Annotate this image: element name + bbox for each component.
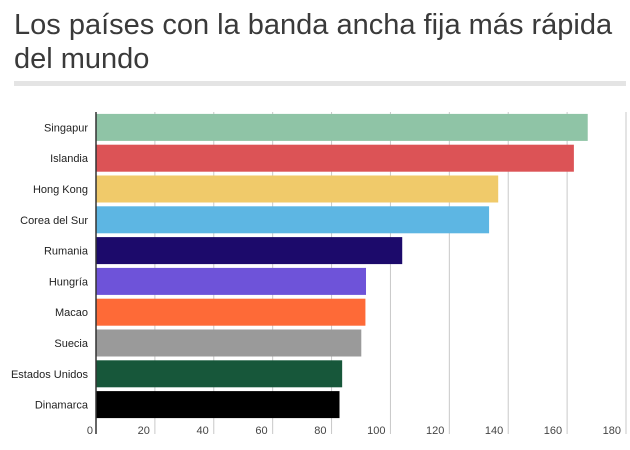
- x-tick-label: 40: [197, 425, 209, 437]
- category-label: Rumania: [44, 246, 89, 258]
- category-label: Estados Unidos: [11, 369, 89, 381]
- bar-dinamarca: [96, 391, 340, 419]
- category-label: Macao: [55, 307, 88, 319]
- category-label: Islandia: [50, 153, 89, 165]
- category-label: Hong Kong: [33, 184, 88, 196]
- x-tick-label: 120: [426, 425, 444, 437]
- chart-title: Los países con la banda ancha fija más r…: [14, 9, 613, 75]
- category-label: Hungría: [49, 276, 89, 288]
- bar-macao: [96, 298, 366, 326]
- bar-islandia: [96, 144, 574, 172]
- bar-rumania: [96, 237, 403, 265]
- bar-hong-kong: [96, 175, 499, 203]
- title-divider: [14, 81, 626, 86]
- x-tick-label: 160: [544, 425, 562, 437]
- bar-estados-unidos: [96, 360, 343, 388]
- bar-corea-del-sur: [96, 206, 490, 234]
- x-tick-label: 180: [603, 425, 621, 437]
- bar-suecia: [96, 329, 362, 357]
- category-label: Suecia: [54, 338, 89, 350]
- x-tick-label: 0: [87, 425, 93, 437]
- x-tick-label: 20: [138, 425, 150, 437]
- category-label: Corea del Sur: [20, 215, 88, 227]
- bar-hungría: [96, 267, 367, 295]
- x-tick-label: 140: [485, 425, 503, 437]
- x-tick-label: 60: [255, 425, 267, 437]
- category-label: Dinamarca: [35, 400, 89, 412]
- x-tick-label: 80: [314, 425, 326, 437]
- bar-singapur: [96, 113, 588, 141]
- x-tick-label: 100: [367, 425, 385, 437]
- category-label: Singapur: [44, 122, 88, 134]
